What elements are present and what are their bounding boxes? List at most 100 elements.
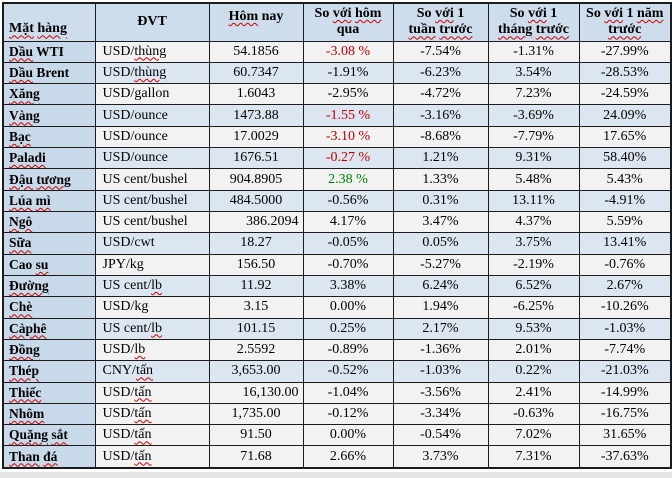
cell-unit: USD/ounce bbox=[94, 125, 210, 149]
squiggle-text: trước bbox=[535, 22, 569, 38]
cell-vs-yesterday: 2.38 % bbox=[302, 168, 394, 191]
cell-vs-week: 2.17% bbox=[392, 317, 489, 340]
cell-unit: USD/ounce bbox=[94, 147, 210, 170]
cell-today-price: 1.6043 bbox=[208, 83, 304, 106]
plain-text: USD/ bbox=[102, 448, 135, 464]
column-header-month: So với 1 tháng trước bbox=[487, 2, 580, 42]
cell-unit: USD/kg bbox=[94, 296, 210, 319]
cell-vs-week: 1.33% bbox=[392, 168, 489, 191]
cell-vs-week: 3.47% bbox=[392, 210, 489, 234]
cell-vs-yesterday: -1.04% bbox=[302, 381, 394, 404]
cell-vs-month: 5.48% bbox=[487, 168, 580, 191]
cell-vs-yesterday: 2.66% bbox=[302, 445, 394, 469]
cell-vs-year: 17.65% bbox=[578, 125, 672, 149]
cell-vs-month: 4.37% bbox=[487, 210, 580, 234]
cell-commodity-name: Than đá bbox=[2, 445, 96, 469]
table-row: Đậu tương US cent/bushel 904.8905 2.38 % 1.3… bbox=[2, 168, 672, 191]
cell-vs-yesterday: -0.05% bbox=[302, 232, 394, 255]
plain-text: USD/ bbox=[102, 43, 135, 59]
squiggle-text: Càphê bbox=[9, 320, 47, 336]
cell-vs-month: -0.63% bbox=[487, 402, 580, 426]
cell-vs-week: 0.05% bbox=[392, 232, 489, 255]
cell-commodity-name: Lúa mì bbox=[2, 189, 96, 213]
cell-vs-year: -21.03% bbox=[578, 360, 672, 383]
cell-unit: US cent/lb bbox=[94, 317, 210, 340]
cell-unit: USD/tấn bbox=[94, 381, 210, 404]
squiggle-text: với bbox=[332, 6, 352, 22]
cell-vs-year: 5.59% bbox=[578, 210, 672, 234]
plain-text: USD/ounce bbox=[102, 128, 168, 144]
squiggle-text: Đồng bbox=[9, 342, 40, 358]
cell-commodity-name: Dầu WTI bbox=[2, 40, 96, 63]
squiggle-text: tấn bbox=[134, 384, 152, 400]
cell-vs-year: 31.65% bbox=[578, 424, 672, 447]
table-row: Dầu WTI USD/thùng 54.1856 -3.08 % -7.54% -1.3… bbox=[2, 40, 672, 63]
column-header-week: So với 1 tuần trước bbox=[392, 2, 489, 42]
table-row: Lúa mì US cent/bushel 484.5000 -0.56% 0.31% 1… bbox=[2, 189, 672, 213]
cell-vs-year: -7.74% bbox=[578, 338, 672, 362]
plain-text: JPY/kg bbox=[102, 256, 144, 272]
squiggle-text: trước bbox=[439, 22, 473, 38]
cell-vs-yesterday: -0.70% bbox=[302, 253, 394, 276]
cell-today-price: 1473.88 bbox=[208, 104, 304, 127]
plain-text: 1 bbox=[546, 6, 558, 22]
cell-vs-week: 1.94% bbox=[392, 296, 489, 319]
cell-commodity-name: Đồng bbox=[2, 338, 96, 362]
cell-vs-month: 2.01% bbox=[487, 338, 580, 362]
table-row: Than đá USD/tấn 71.68 2.66% 3.73% 7.31% -37.63… bbox=[2, 445, 672, 469]
column-header-today: Hôm nay bbox=[208, 2, 304, 42]
cell-today-price: 18.27 bbox=[208, 232, 304, 255]
cell-today-price: 91.50 bbox=[208, 424, 304, 447]
plain-text: 1 bbox=[453, 6, 465, 22]
cell-vs-week: -3.34% bbox=[392, 402, 489, 426]
squiggle-text: thùng bbox=[134, 43, 167, 59]
cell-commodity-name: Cao su bbox=[2, 253, 96, 276]
table-row: Vàng USD/ounce 1473.88 -1.55 % -3.16% -3.69% 2… bbox=[2, 104, 672, 127]
table-row: Càphê US cent/lb 101.15 0.25% 2.17% 9.53% -1.0… bbox=[2, 317, 672, 340]
cell-vs-month: 6.52% bbox=[487, 274, 580, 298]
cell-vs-month: 3.54% bbox=[487, 61, 580, 85]
cell-vs-year: -24.59% bbox=[578, 83, 672, 106]
plain-text: nay bbox=[258, 9, 284, 24]
cell-commodity-name: Đường bbox=[2, 274, 96, 298]
plain-text: So bbox=[586, 6, 605, 22]
squiggle-text: su bbox=[35, 256, 49, 272]
plain-text: So bbox=[314, 6, 333, 22]
column-header-chg: So với hôm qua bbox=[302, 2, 394, 42]
cell-vs-week: 6.24% bbox=[392, 274, 489, 298]
cell-vs-yesterday: -3.08 % bbox=[302, 40, 394, 63]
squiggle-text: đá bbox=[43, 448, 58, 464]
cell-commodity-name: Thiếc bbox=[2, 381, 96, 404]
cell-unit: USD/gallon bbox=[94, 83, 210, 106]
table-row: Xăng USD/gallon 1.6043 -2.95% -4.72% 7.23% -24… bbox=[2, 83, 672, 106]
table-row: Nhôm USD/tấn 1,735.00 -0.12% -3.34% -0.63% -16… bbox=[2, 402, 672, 426]
plain-text: USD/ounce bbox=[102, 107, 168, 123]
plain-text: USD/kg bbox=[102, 299, 149, 315]
squiggle-text: Than bbox=[9, 448, 40, 464]
squiggle-text: hàng bbox=[37, 21, 67, 37]
squiggle-text: Thiếc bbox=[9, 384, 42, 400]
cell-today-price: 71.68 bbox=[208, 445, 304, 469]
squiggle-text: năm bbox=[637, 6, 664, 22]
squiggle-text: tấn bbox=[134, 405, 152, 421]
cell-vs-yesterday: 0.00% bbox=[302, 424, 394, 447]
squiggle-text: Dầu bbox=[9, 64, 34, 80]
cell-vs-yesterday: -1.91% bbox=[302, 61, 394, 85]
squiggle-text: tháng bbox=[498, 22, 533, 38]
plain-text: USD/cwt bbox=[102, 235, 155, 251]
table-row: Quặng sắt USD/tấn 91.50 0.00% -0.54% 7.02% 31.… bbox=[2, 424, 672, 447]
cell-unit: USD/cwt bbox=[94, 232, 210, 255]
cell-vs-yesterday: -0.27 % bbox=[302, 147, 394, 170]
cell-today-price: 386.2094 bbox=[208, 210, 304, 234]
plain-text: 1 bbox=[623, 6, 637, 22]
cell-vs-week: -4.72% bbox=[392, 83, 489, 106]
cell-vs-yesterday: -3.10 % bbox=[302, 125, 394, 149]
cell-commodity-name: Quặng sắt bbox=[2, 424, 96, 447]
squiggle-text: Đường bbox=[9, 278, 49, 294]
cell-commodity-name: Paladi bbox=[2, 147, 96, 170]
cell-vs-month: -1.31% bbox=[487, 40, 580, 63]
cell-unit: USD/lb bbox=[94, 338, 210, 362]
squiggle-text: tấn bbox=[134, 427, 152, 443]
cell-vs-year: -28.53% bbox=[578, 61, 672, 85]
plain-text: USD/ bbox=[102, 64, 135, 80]
